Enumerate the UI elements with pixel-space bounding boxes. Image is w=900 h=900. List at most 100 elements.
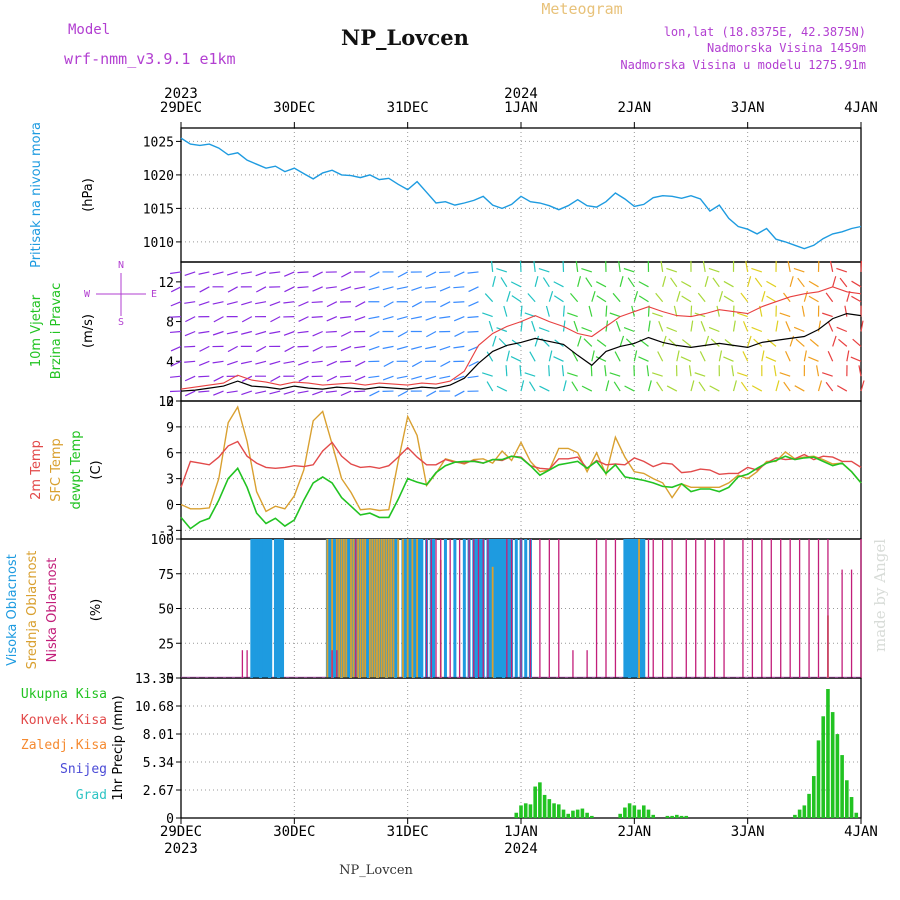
wind-arrow — [676, 291, 681, 302]
wind-arrow — [562, 320, 566, 332]
wind-arrow — [732, 380, 737, 392]
wind-arrow — [269, 330, 281, 335]
wind-arrow — [325, 345, 337, 348]
cloud-bar — [345, 539, 348, 678]
cloud-bar — [614, 539, 617, 678]
cloud-bar — [276, 539, 280, 678]
wind-arrow — [652, 312, 663, 318]
precip-bar — [854, 812, 859, 818]
wind-arrow — [297, 271, 309, 274]
cloud-bar — [850, 569, 853, 678]
precip-bar — [547, 799, 552, 818]
cloud-bar — [808, 539, 810, 678]
wind-arrow — [440, 301, 451, 308]
wind-arrow — [827, 350, 834, 362]
cloud-bar — [266, 539, 270, 678]
wind-arrow — [660, 260, 664, 273]
wind-arrow — [690, 380, 695, 392]
wind-arrow — [850, 356, 862, 362]
wind-arrow — [284, 286, 295, 293]
top-day-label: 1JAN — [504, 100, 538, 116]
wind-arrow — [766, 280, 777, 288]
model-label: Model — [68, 22, 110, 38]
cloud-bar — [462, 539, 466, 678]
cloud-bar — [789, 539, 791, 678]
wind-arrow — [809, 338, 819, 347]
precip-legend-label: Grad — [76, 788, 107, 803]
y-tick-label: 0 — [166, 672, 174, 687]
wind-arrow — [411, 360, 423, 368]
bottom-day-label: 1JAN — [504, 824, 538, 840]
wind-arrow — [240, 360, 252, 365]
wind-arrow — [827, 321, 834, 332]
precip-legend-label: Zaledj.Kisa — [21, 738, 107, 753]
precip-legend-label: Snijeg — [60, 762, 107, 777]
wind-arrow — [383, 360, 394, 368]
wind-arrow — [605, 305, 608, 317]
cloud-bar — [671, 539, 673, 678]
cloud-bar — [453, 539, 457, 678]
wind-arrow — [255, 271, 267, 277]
wind-arrow — [838, 338, 848, 347]
cloud-bar — [695, 539, 697, 678]
cloud-bar — [495, 539, 499, 678]
y-tick-label: 100 — [151, 533, 174, 548]
wind-arrow — [700, 321, 706, 332]
wind-arrow — [519, 260, 522, 272]
wind-arrow — [311, 301, 323, 304]
cloud-bar — [368, 539, 371, 678]
wind-arrow — [170, 360, 182, 367]
wind-arrow — [369, 390, 380, 397]
bottom-year-label: 2024 — [504, 841, 538, 857]
precip-bar — [538, 782, 542, 818]
cloud-bar — [798, 539, 801, 678]
wind-arrow — [170, 271, 182, 275]
y-tick-label: 6 — [166, 447, 174, 462]
wind-arrow — [681, 339, 692, 347]
cloud-bar — [474, 539, 478, 678]
cloud-bar — [514, 539, 518, 678]
wind-arrow — [340, 286, 352, 292]
y-tick-label: 0 — [166, 499, 174, 514]
temp-side-label-1: 2m Temp — [29, 440, 44, 500]
cloud-bar — [366, 539, 370, 678]
cloud-bar — [443, 539, 447, 678]
wind-arrow — [775, 380, 780, 392]
cloud-bar — [402, 539, 404, 678]
wind-arrow — [773, 365, 777, 377]
compass-west: W — [84, 289, 91, 300]
wind-arrow — [657, 351, 664, 362]
cloud-bar — [390, 539, 393, 678]
wind-arrow — [454, 390, 465, 397]
precip-bar — [580, 808, 585, 818]
wind-arrow — [690, 320, 694, 332]
y-tick-label: 1015 — [143, 202, 174, 217]
wind-arrow — [627, 277, 635, 288]
cloud-bar — [479, 539, 483, 678]
wind-arrow — [505, 365, 508, 377]
wind-arrow — [298, 375, 309, 382]
cloud-bar — [432, 539, 436, 678]
wind-arrow — [439, 345, 451, 351]
wind-arrow — [468, 345, 479, 352]
wind-arrow — [510, 281, 522, 288]
wind-arrow — [605, 380, 610, 392]
wind-arrow — [312, 330, 323, 337]
wind-arrow — [567, 312, 578, 318]
wind-arrow — [681, 281, 692, 288]
cloud-bar — [524, 539, 528, 678]
wind-arrow — [836, 385, 848, 392]
wind-arrow — [213, 375, 224, 382]
wind-arrow — [609, 312, 621, 318]
wind-arrow — [368, 286, 380, 291]
cloud-bar — [487, 539, 489, 678]
wind-arrow — [561, 365, 565, 377]
wind-arrow — [615, 320, 621, 332]
wind-arrow — [453, 345, 465, 349]
wind-arrow — [326, 360, 338, 367]
wind-arrow — [255, 301, 267, 305]
wind-arrow — [369, 330, 380, 338]
precip-bar — [665, 815, 670, 818]
wind-arrow — [169, 316, 182, 318]
